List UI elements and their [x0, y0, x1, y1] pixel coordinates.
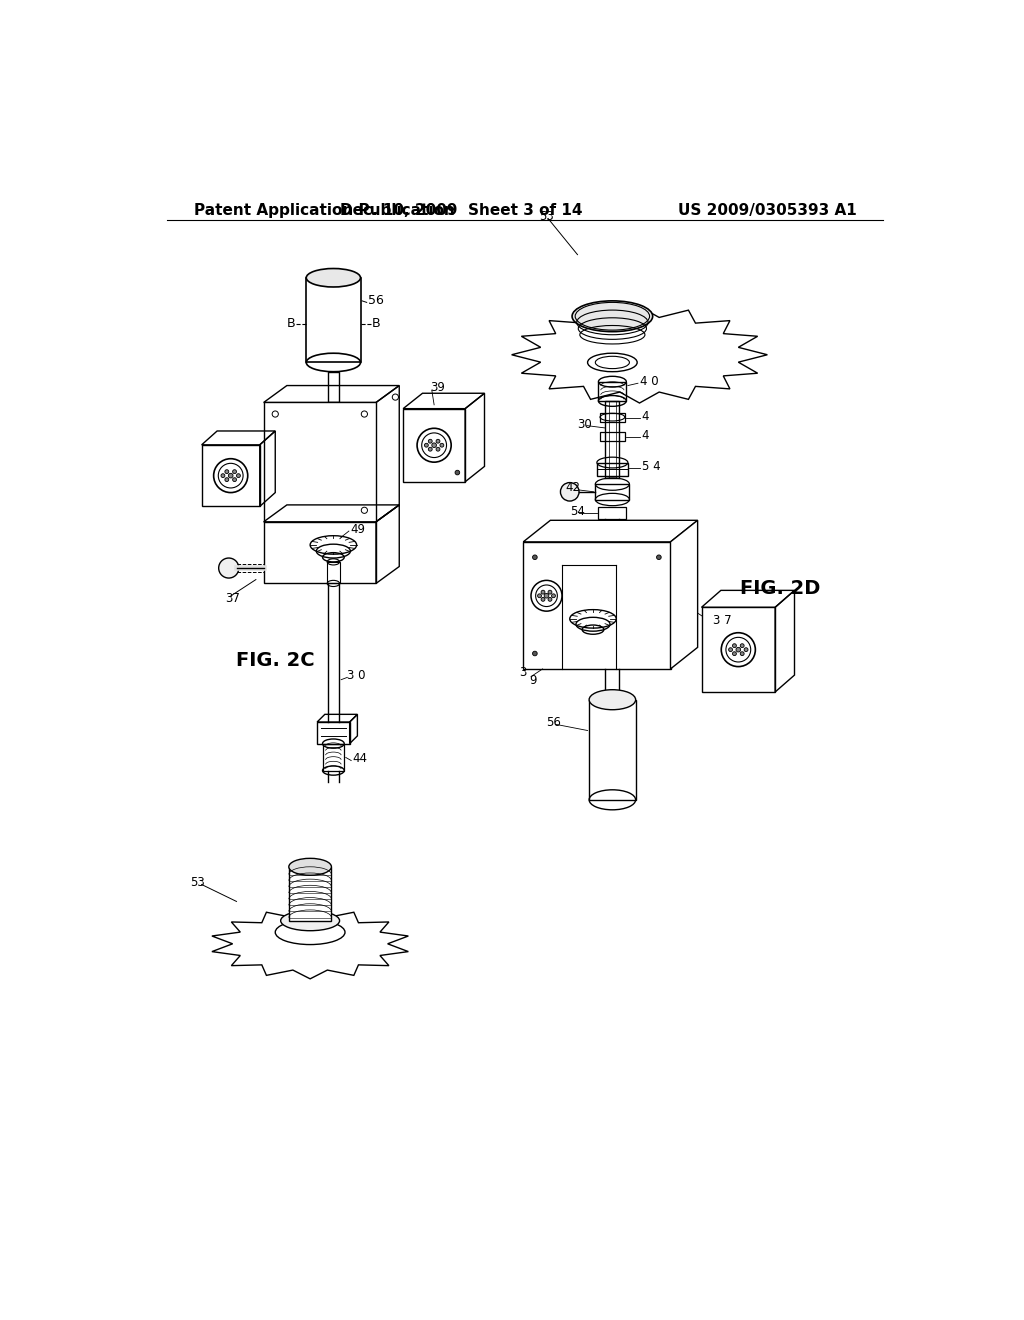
- Text: 3: 3: [519, 667, 526, 680]
- Ellipse shape: [740, 644, 744, 648]
- Ellipse shape: [424, 444, 428, 447]
- Ellipse shape: [544, 594, 549, 598]
- Text: 30: 30: [578, 417, 592, 430]
- Ellipse shape: [436, 440, 440, 444]
- Ellipse shape: [572, 301, 652, 331]
- Ellipse shape: [232, 470, 237, 474]
- Ellipse shape: [455, 470, 460, 475]
- Ellipse shape: [548, 590, 552, 594]
- Ellipse shape: [740, 652, 744, 656]
- Text: 3 0: 3 0: [347, 669, 366, 682]
- Text: 56: 56: [369, 294, 384, 308]
- Text: Dec. 10, 2009  Sheet 3 of 14: Dec. 10, 2009 Sheet 3 of 14: [340, 203, 583, 218]
- Ellipse shape: [275, 920, 345, 945]
- Ellipse shape: [538, 594, 542, 598]
- Ellipse shape: [228, 474, 233, 478]
- Text: 9: 9: [529, 675, 537, 686]
- Polygon shape: [701, 607, 775, 692]
- Ellipse shape: [729, 648, 732, 652]
- Ellipse shape: [560, 483, 579, 502]
- Polygon shape: [289, 867, 332, 921]
- Text: 5 4: 5 4: [642, 459, 660, 473]
- Ellipse shape: [541, 590, 545, 594]
- Ellipse shape: [732, 652, 736, 656]
- Polygon shape: [263, 403, 376, 521]
- Text: 53: 53: [190, 875, 205, 888]
- Polygon shape: [523, 543, 671, 669]
- Ellipse shape: [221, 474, 225, 478]
- Polygon shape: [523, 520, 697, 543]
- Text: 3 7: 3 7: [713, 614, 732, 627]
- Text: B: B: [372, 317, 380, 330]
- Text: 4: 4: [642, 429, 649, 442]
- Ellipse shape: [432, 444, 436, 447]
- Ellipse shape: [532, 651, 538, 656]
- Text: FIG. 2C: FIG. 2C: [237, 651, 315, 671]
- Polygon shape: [202, 445, 260, 507]
- Text: 4: 4: [642, 409, 649, 422]
- Polygon shape: [589, 700, 636, 800]
- Ellipse shape: [237, 474, 241, 478]
- Ellipse shape: [281, 911, 340, 931]
- Polygon shape: [671, 520, 697, 669]
- Text: 37: 37: [225, 593, 240, 606]
- Ellipse shape: [744, 648, 748, 652]
- Text: US 2009/0305393 A1: US 2009/0305393 A1: [678, 203, 856, 218]
- Ellipse shape: [541, 598, 545, 602]
- Text: B: B: [287, 317, 295, 330]
- Ellipse shape: [732, 644, 736, 648]
- Ellipse shape: [225, 470, 228, 474]
- Ellipse shape: [440, 444, 443, 447]
- Ellipse shape: [589, 689, 636, 710]
- Ellipse shape: [436, 447, 440, 451]
- Text: 39: 39: [430, 380, 445, 393]
- Ellipse shape: [552, 594, 555, 598]
- Text: 44: 44: [352, 752, 368, 766]
- Ellipse shape: [219, 558, 239, 578]
- Ellipse shape: [225, 478, 228, 482]
- Text: FIG. 2D: FIG. 2D: [740, 578, 820, 598]
- Polygon shape: [403, 409, 465, 482]
- Ellipse shape: [306, 268, 360, 286]
- Ellipse shape: [656, 554, 662, 560]
- Ellipse shape: [232, 478, 237, 482]
- Text: 42: 42: [566, 482, 581, 495]
- Text: 54: 54: [569, 504, 585, 517]
- Text: 49: 49: [350, 523, 366, 536]
- Ellipse shape: [428, 447, 432, 451]
- Ellipse shape: [736, 647, 740, 652]
- Ellipse shape: [289, 858, 332, 875]
- Text: 53: 53: [539, 210, 554, 223]
- Text: 56: 56: [547, 717, 561, 730]
- Ellipse shape: [428, 440, 432, 444]
- Text: Patent Application Publication: Patent Application Publication: [194, 203, 455, 218]
- Ellipse shape: [532, 554, 538, 560]
- Text: 4 0: 4 0: [640, 375, 658, 388]
- Ellipse shape: [548, 598, 552, 602]
- Polygon shape: [263, 521, 376, 583]
